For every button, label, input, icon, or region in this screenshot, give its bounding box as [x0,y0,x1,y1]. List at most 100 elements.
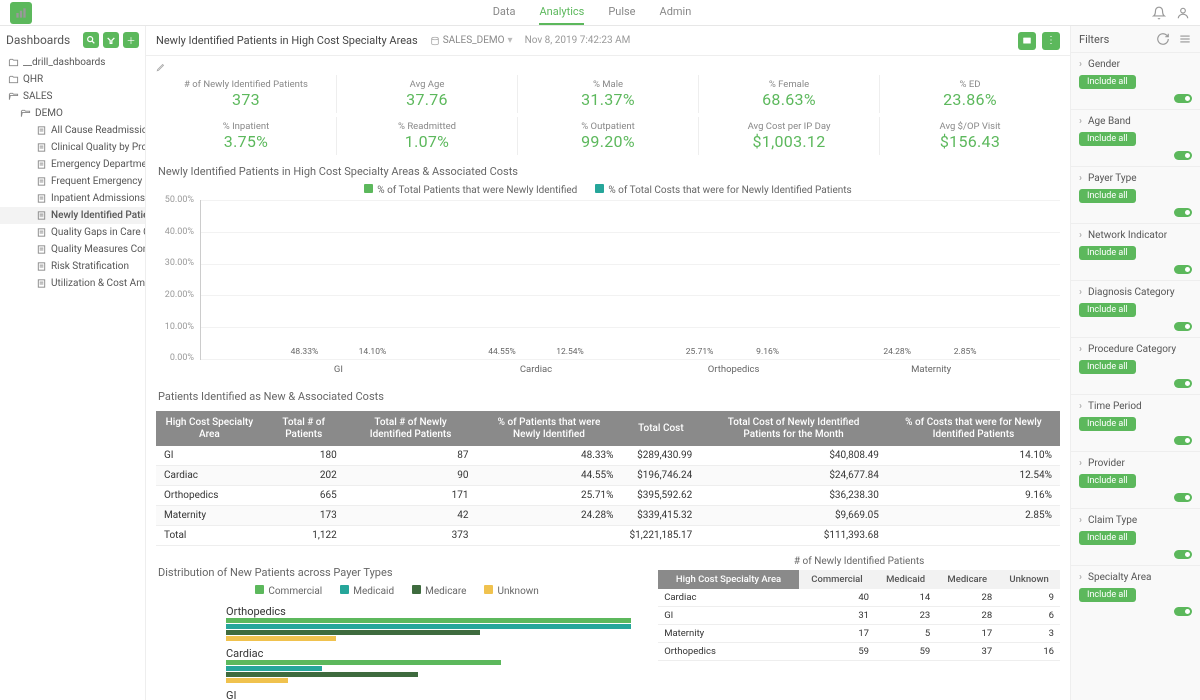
legend--of-total-costs-that-were-for-newly-identified-patients[interactable]: % of Total Costs that were for Newly Ide… [595,184,851,196]
hbar-Orthopedics-Medicaid[interactable] [226,624,631,629]
col-total-of-newly-identified-patients[interactable]: Total # of Newly Identified Patients [345,411,477,446]
toggle-provider[interactable] [1174,493,1192,502]
filter-provider[interactable]: ProviderInclude all [1071,451,1200,508]
tree-inpatient-admissions[interactable]: Inpatient Admissions [0,190,145,207]
nav-pulse[interactable]: Pulse [608,0,635,25]
legend-medicare[interactable]: Medicare [412,585,466,597]
toggle-time-period[interactable] [1174,436,1192,445]
datasource-badge[interactable]: SALES_DEMO ▾ [430,35,513,46]
tree-all-cause-readmissions[interactable]: All Cause Readmissions [0,122,145,139]
mcol-unknown[interactable]: Unknown [998,570,1060,589]
filter-payer-type[interactable]: Payer TypeInclude all [1071,166,1200,223]
table-row[interactable]: GI3123286 [658,607,1060,625]
tree-clinical-quality-by-provi-[interactable]: Clinical Quality by Provi… [0,139,145,156]
more-icon[interactable]: ⋮ [1042,32,1060,50]
filter-icon[interactable] [103,32,119,48]
table-row[interactable]: GI1808748.33%$289,430.99$40,808.4914.10% [156,446,1060,466]
toggle-procedure-category[interactable] [1174,379,1192,388]
mcol-high-cost-specialty-area[interactable]: High Cost Specialty Area [658,570,799,589]
kpi--inpatient: % Inpatient3.75% [156,117,337,155]
include-all-chip[interactable]: Include all [1079,75,1136,89]
bell-icon[interactable] [1152,6,1166,20]
tree-utilization-cost-amon-[interactable]: Utilization & Cost Amon… [0,275,145,292]
col-total-cost-of-newly-identified-patients-for-the-month[interactable]: Total Cost of Newly Identified Patients … [700,411,887,446]
nav-admin[interactable]: Admin [660,0,692,25]
filter-age-band[interactable]: Age BandInclude all [1071,109,1200,166]
col-total-cost[interactable]: Total Cost [622,411,701,446]
tree-sales[interactable]: SALES [0,88,145,105]
table-row[interactable]: Cardiac4014289 [658,589,1060,607]
toggle-claim-type[interactable] [1174,550,1192,559]
tree-newly-identified-patients-[interactable]: Newly Identified Patients… [0,207,145,224]
hbar-Orthopedics-Commercial[interactable] [226,618,631,623]
hbar-Cardiac-Commercial[interactable] [226,660,501,665]
tree-frequent-emergency-de-[interactable]: Frequent Emergency De… [0,173,145,190]
include-all-chip[interactable]: Include all [1079,474,1136,488]
filter-procedure-category[interactable]: Procedure CategoryInclude all [1071,337,1200,394]
tree-risk-stratification[interactable]: Risk Stratification [0,258,145,275]
toggle-payer-type[interactable] [1174,208,1192,217]
table-row[interactable]: Cardiac2029044.55%$196,746.24$24,677.841… [156,466,1060,486]
table-row[interactable]: Orthopedics59593716 [658,643,1060,661]
col-high-cost-specialty-area[interactable]: High Cost Specialty Area [156,411,263,446]
table-row[interactable]: Total1,122373$1,221,185.17$111,393.68 [156,526,1060,546]
filter-diagnosis-category[interactable]: Diagnosis CategoryInclude all [1071,280,1200,337]
tree-quality-measures-compl-[interactable]: Quality Measures Compl… [0,241,145,258]
include-all-chip[interactable]: Include all [1079,189,1136,203]
tree-__drill_dashboards[interactable]: __drill_dashboards [0,54,145,71]
refresh-icon[interactable] [1156,32,1170,46]
tree-quality-gaps-in-care-clo-[interactable]: Quality Gaps in Care Clo… [0,224,145,241]
legend-medicaid[interactable]: Medicaid [340,585,394,597]
menu-icon[interactable] [1178,32,1192,46]
filter-claim-type[interactable]: Claim TypeInclude all [1071,508,1200,565]
tree-emergency-department-[interactable]: Emergency Department … [0,156,145,173]
table-row[interactable]: Orthopedics66517125.71%$395,592.62$36,23… [156,486,1060,506]
toggle-age-band[interactable] [1174,151,1192,160]
legend--of-total-patients-that-were-newly-identified[interactable]: % of Total Patients that were Newly Iden… [364,184,577,196]
table-row[interactable]: Maternity1734224.28%$339,415.32$9,669.05… [156,506,1060,526]
mcol-medicare[interactable]: Medicare [936,570,998,589]
nav-analytics[interactable]: Analytics [539,0,584,25]
hbar-Orthopedics-Medicare[interactable] [226,630,480,635]
user-icon[interactable] [1176,6,1190,20]
include-all-chip[interactable]: Include all [1079,246,1136,260]
edit-icon[interactable] [156,62,166,72]
col-total-of-patients[interactable]: Total # of Patients [263,411,345,446]
include-all-chip[interactable]: Include all [1079,132,1136,146]
legend-unknown[interactable]: Unknown [484,585,538,597]
toggle-specialty-area[interactable] [1174,607,1192,616]
app-logo[interactable] [10,2,32,24]
toggle-gender[interactable] [1174,94,1192,103]
mcol-medicaid[interactable]: Medicaid [875,570,936,589]
chart2: OrthopedicsCardiacGIMaternity [156,601,638,700]
col--of-patients-that-were-newly-identified[interactable]: % of Patients that were Newly Identified [476,411,621,446]
col--of-costs-that-were-for-newly-identified-patients[interactable]: % of Costs that were for Newly Identifie… [887,411,1060,446]
top-bar: Data Analytics Pulse Admin [0,0,1200,26]
include-all-chip[interactable]: Include all [1079,417,1136,431]
bottom-section: Distribution of New Patients across Paye… [156,556,1060,700]
include-all-chip[interactable]: Include all [1079,588,1136,602]
hbar-Cardiac-Medicare[interactable] [226,672,418,677]
include-all-chip[interactable]: Include all [1079,303,1136,317]
filter-specialty-area[interactable]: Specialty AreaInclude all [1071,565,1200,622]
filter-gender[interactable]: GenderInclude all [1071,52,1200,109]
hbar-Cardiac-Unknown[interactable] [226,678,288,683]
include-all-chip[interactable]: Include all [1079,531,1136,545]
add-dashboard-icon[interactable]: ＋ [123,32,139,48]
toggle-diagnosis-category[interactable] [1174,322,1192,331]
mcol-commercial[interactable]: Commercial [799,570,875,589]
filter-time-period[interactable]: Time PeriodInclude all [1071,394,1200,451]
hbar-Orthopedics-Unknown[interactable] [226,636,336,641]
tree-demo[interactable]: DEMO [0,105,145,122]
include-all-chip[interactable]: Include all [1079,360,1136,374]
tree-qhr[interactable]: QHR [0,71,145,88]
search-icon[interactable] [83,32,99,48]
top-nav: Data Analytics Pulse Admin [493,0,692,25]
legend-commercial[interactable]: Commercial [255,585,322,597]
hbar-Cardiac-Medicaid[interactable] [226,666,322,671]
filter-network-indicator[interactable]: Network IndicatorInclude all [1071,223,1200,280]
table-row[interactable]: Maternity175173 [658,625,1060,643]
toggle-network-indicator[interactable] [1174,265,1192,274]
export-icon[interactable] [1018,32,1036,50]
nav-data[interactable]: Data [493,0,516,25]
